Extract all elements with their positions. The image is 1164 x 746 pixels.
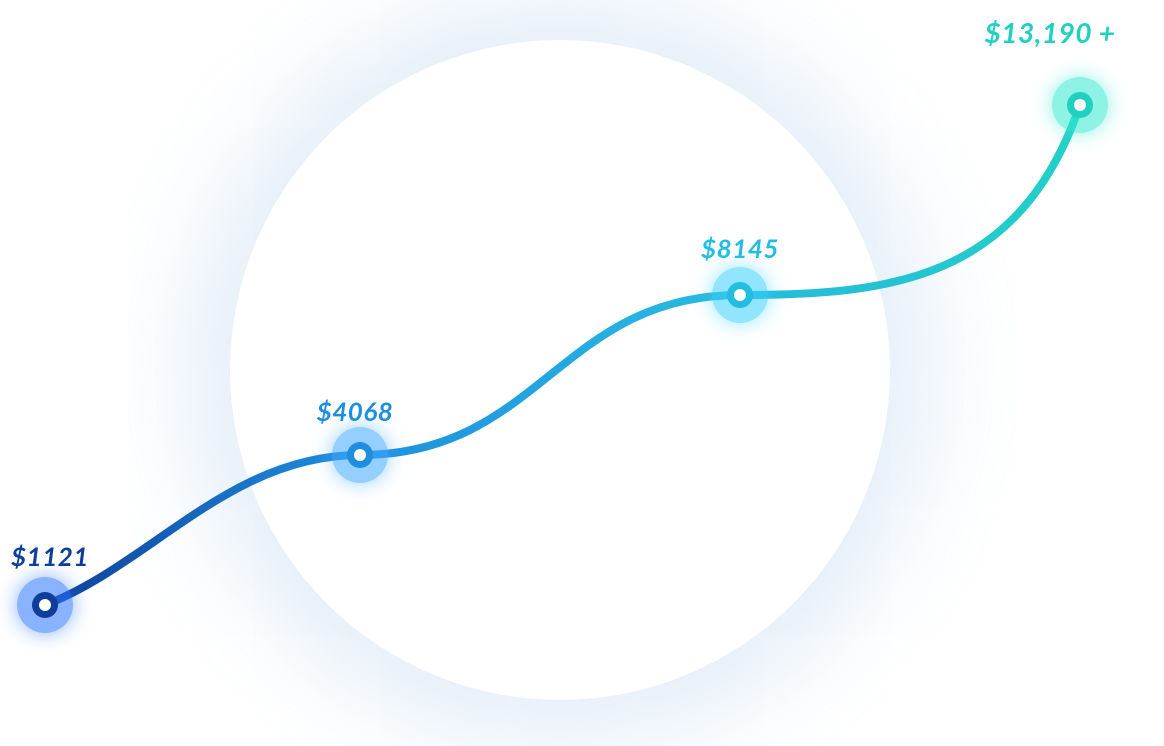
chart-stage: $1121 $4068 $8145 $13,190 + bbox=[0, 0, 1164, 746]
value-label: $1121 bbox=[11, 540, 89, 572]
growth-line-chart bbox=[0, 0, 1164, 746]
value-label: $8145 bbox=[701, 232, 779, 264]
chart-markers bbox=[17, 77, 1108, 633]
chart-line bbox=[45, 105, 1080, 605]
value-label: $4068 bbox=[317, 395, 394, 427]
value-label: $13,190 + bbox=[985, 15, 1116, 49]
marker-inner bbox=[1074, 99, 1086, 111]
marker-inner bbox=[354, 449, 366, 461]
marker-inner bbox=[39, 599, 51, 611]
marker-inner bbox=[734, 289, 746, 301]
